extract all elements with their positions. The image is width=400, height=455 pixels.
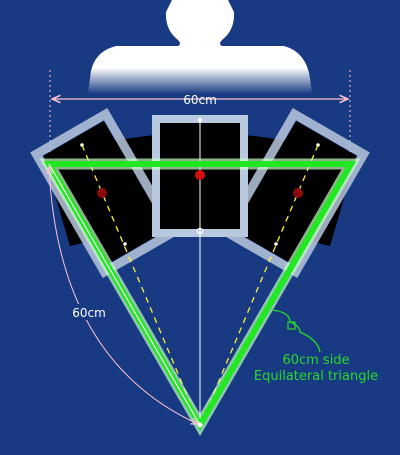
viewer-apex-point bbox=[197, 422, 203, 428]
side-label-backdrop bbox=[70, 304, 108, 320]
viewer-silhouette bbox=[88, 0, 312, 94]
annotation-leader bbox=[271, 309, 321, 353]
right-center-point bbox=[293, 188, 303, 198]
side-length-label: 60cm bbox=[72, 306, 106, 320]
center-top-dot bbox=[197, 117, 203, 123]
right-sight-line bbox=[199, 144, 319, 427]
right-bottom-dot bbox=[274, 242, 278, 246]
width-label: 60cm bbox=[183, 93, 217, 107]
annotation-line-2: Equilateral triangle bbox=[254, 369, 378, 384]
right-monitor-frame bbox=[220, 107, 370, 279]
center-center-point bbox=[195, 170, 205, 180]
left-center-point bbox=[97, 188, 107, 198]
annotation-marker bbox=[287, 321, 296, 330]
annotation-line-1: 60cm side bbox=[282, 353, 349, 368]
left-bottom-dot bbox=[123, 242, 127, 246]
side-length-arc bbox=[49, 167, 198, 424]
